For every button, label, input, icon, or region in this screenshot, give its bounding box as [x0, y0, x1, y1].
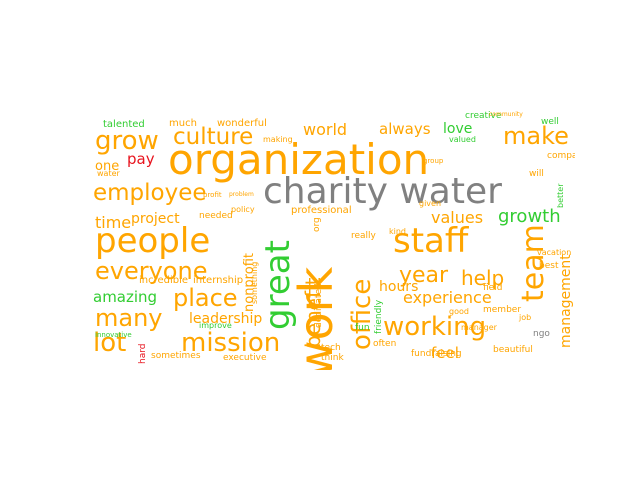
- word: grow: [95, 126, 159, 156]
- word: tech: [321, 343, 341, 353]
- word: making: [263, 135, 293, 144]
- word: executive: [223, 353, 267, 363]
- word: hours: [379, 279, 419, 295]
- word: project: [131, 211, 180, 227]
- word: staff: [393, 221, 469, 261]
- word: policy: [231, 205, 255, 214]
- word: really: [351, 231, 376, 241]
- word: help: [461, 266, 505, 290]
- word: internship: [193, 275, 244, 286]
- word: creative: [465, 111, 502, 121]
- word: pay: [127, 150, 155, 168]
- word: management: [558, 254, 574, 348]
- word: many: [95, 304, 163, 332]
- word: needed: [199, 211, 233, 221]
- word: sometimes: [151, 351, 201, 361]
- word: wonderful: [217, 118, 267, 129]
- word: working: [383, 312, 487, 342]
- word: feel: [431, 344, 459, 362]
- word: lot: [93, 328, 127, 358]
- word: beautiful: [493, 345, 533, 355]
- word: great: [258, 240, 298, 330]
- word: amazing: [93, 288, 158, 306]
- word: profit: [203, 191, 222, 199]
- word: incredible: [139, 275, 189, 286]
- word: fun: [355, 323, 370, 333]
- word: year: [399, 263, 449, 288]
- word: org: [312, 217, 322, 232]
- word: love: [443, 121, 473, 137]
- word: values: [431, 208, 484, 227]
- word: experience: [403, 288, 492, 307]
- word: given: [419, 199, 442, 208]
- word: will: [529, 169, 544, 179]
- word: valued: [449, 135, 476, 144]
- word: water: [97, 169, 120, 178]
- word: mission: [181, 328, 281, 358]
- word: growth: [498, 206, 561, 227]
- word: something: [250, 261, 259, 304]
- word: good: [449, 307, 469, 316]
- word: one: [95, 159, 120, 174]
- word: leadership: [189, 311, 263, 327]
- word: dedicated: [314, 283, 324, 328]
- word: better: [556, 183, 565, 208]
- word: innovative: [95, 331, 132, 339]
- word: professional: [291, 205, 352, 216]
- word: time: [95, 213, 132, 232]
- word: friendly: [374, 299, 384, 334]
- word: make: [503, 122, 569, 150]
- word: group: [423, 157, 444, 165]
- word: hard: [138, 343, 148, 364]
- word: world: [303, 120, 348, 139]
- word: vacation: [537, 248, 572, 257]
- word: kind: [389, 227, 407, 236]
- word: job: [519, 313, 532, 322]
- word: member: [483, 305, 522, 315]
- word: employee: [93, 180, 207, 206]
- word: always: [379, 120, 431, 138]
- word: problem: [229, 191, 254, 198]
- word: people: [95, 221, 211, 261]
- word: fundraising: [411, 349, 462, 359]
- word-cloud: organization charity water people staff …: [93, 108, 575, 371]
- word: talented: [103, 119, 145, 130]
- word: culture: [173, 124, 254, 150]
- word: field: [483, 283, 503, 293]
- word: ngo: [533, 329, 550, 339]
- word: organization: [168, 135, 430, 184]
- word: much: [169, 118, 197, 129]
- word: often: [373, 339, 397, 349]
- word: improve: [199, 321, 232, 330]
- word: well: [541, 117, 559, 127]
- word: best: [539, 261, 559, 271]
- word: place: [173, 284, 238, 312]
- word: manager: [461, 323, 497, 332]
- word: charity water: [263, 171, 502, 212]
- word: community: [489, 111, 523, 118]
- word: everyone: [95, 257, 208, 285]
- word: office: [347, 278, 377, 350]
- word: company: [547, 151, 575, 161]
- word: think: [321, 353, 344, 363]
